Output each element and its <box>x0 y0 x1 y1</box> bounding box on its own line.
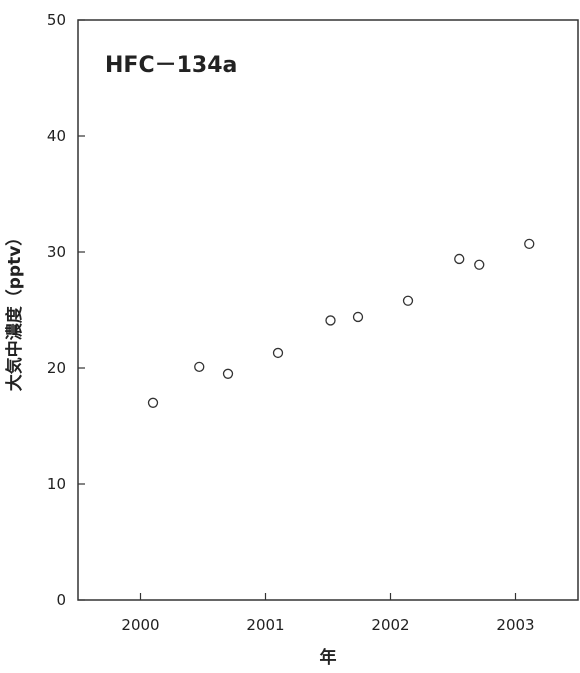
plot-frame <box>77 19 579 601</box>
data-point <box>454 253 465 265</box>
data-point <box>147 397 159 408</box>
x-tick-label: 2003 <box>496 616 534 634</box>
y-tick-label: 10 <box>47 475 66 493</box>
y-tick-label: 50 <box>47 11 66 29</box>
data-point <box>474 259 485 270</box>
y-axis: 0 10 20 30 40 50 <box>47 11 85 609</box>
data-point <box>402 295 414 306</box>
data-point <box>272 347 284 359</box>
x-tick-label: 2002 <box>371 616 409 634</box>
y-axis-title: 大気中濃度（pptv） <box>4 229 25 392</box>
x-tick-label: 2000 <box>121 616 159 634</box>
chart-annotation: HFC－134a <box>105 53 237 78</box>
data-point <box>194 361 205 372</box>
data-points <box>147 238 535 408</box>
x-tick-label: 2001 <box>246 616 284 634</box>
y-tick-label: 40 <box>47 127 66 145</box>
y-tick-label: 0 <box>56 591 66 609</box>
data-point <box>524 238 535 250</box>
data-point <box>325 315 336 326</box>
data-point <box>352 311 364 323</box>
y-tick-label: 30 <box>47 243 66 261</box>
x-axis-title: 年 <box>320 647 337 668</box>
y-tick-label: 20 <box>47 359 66 377</box>
x-axis: 2000 2001 2002 2003 <box>121 593 535 634</box>
data-point <box>222 368 234 379</box>
